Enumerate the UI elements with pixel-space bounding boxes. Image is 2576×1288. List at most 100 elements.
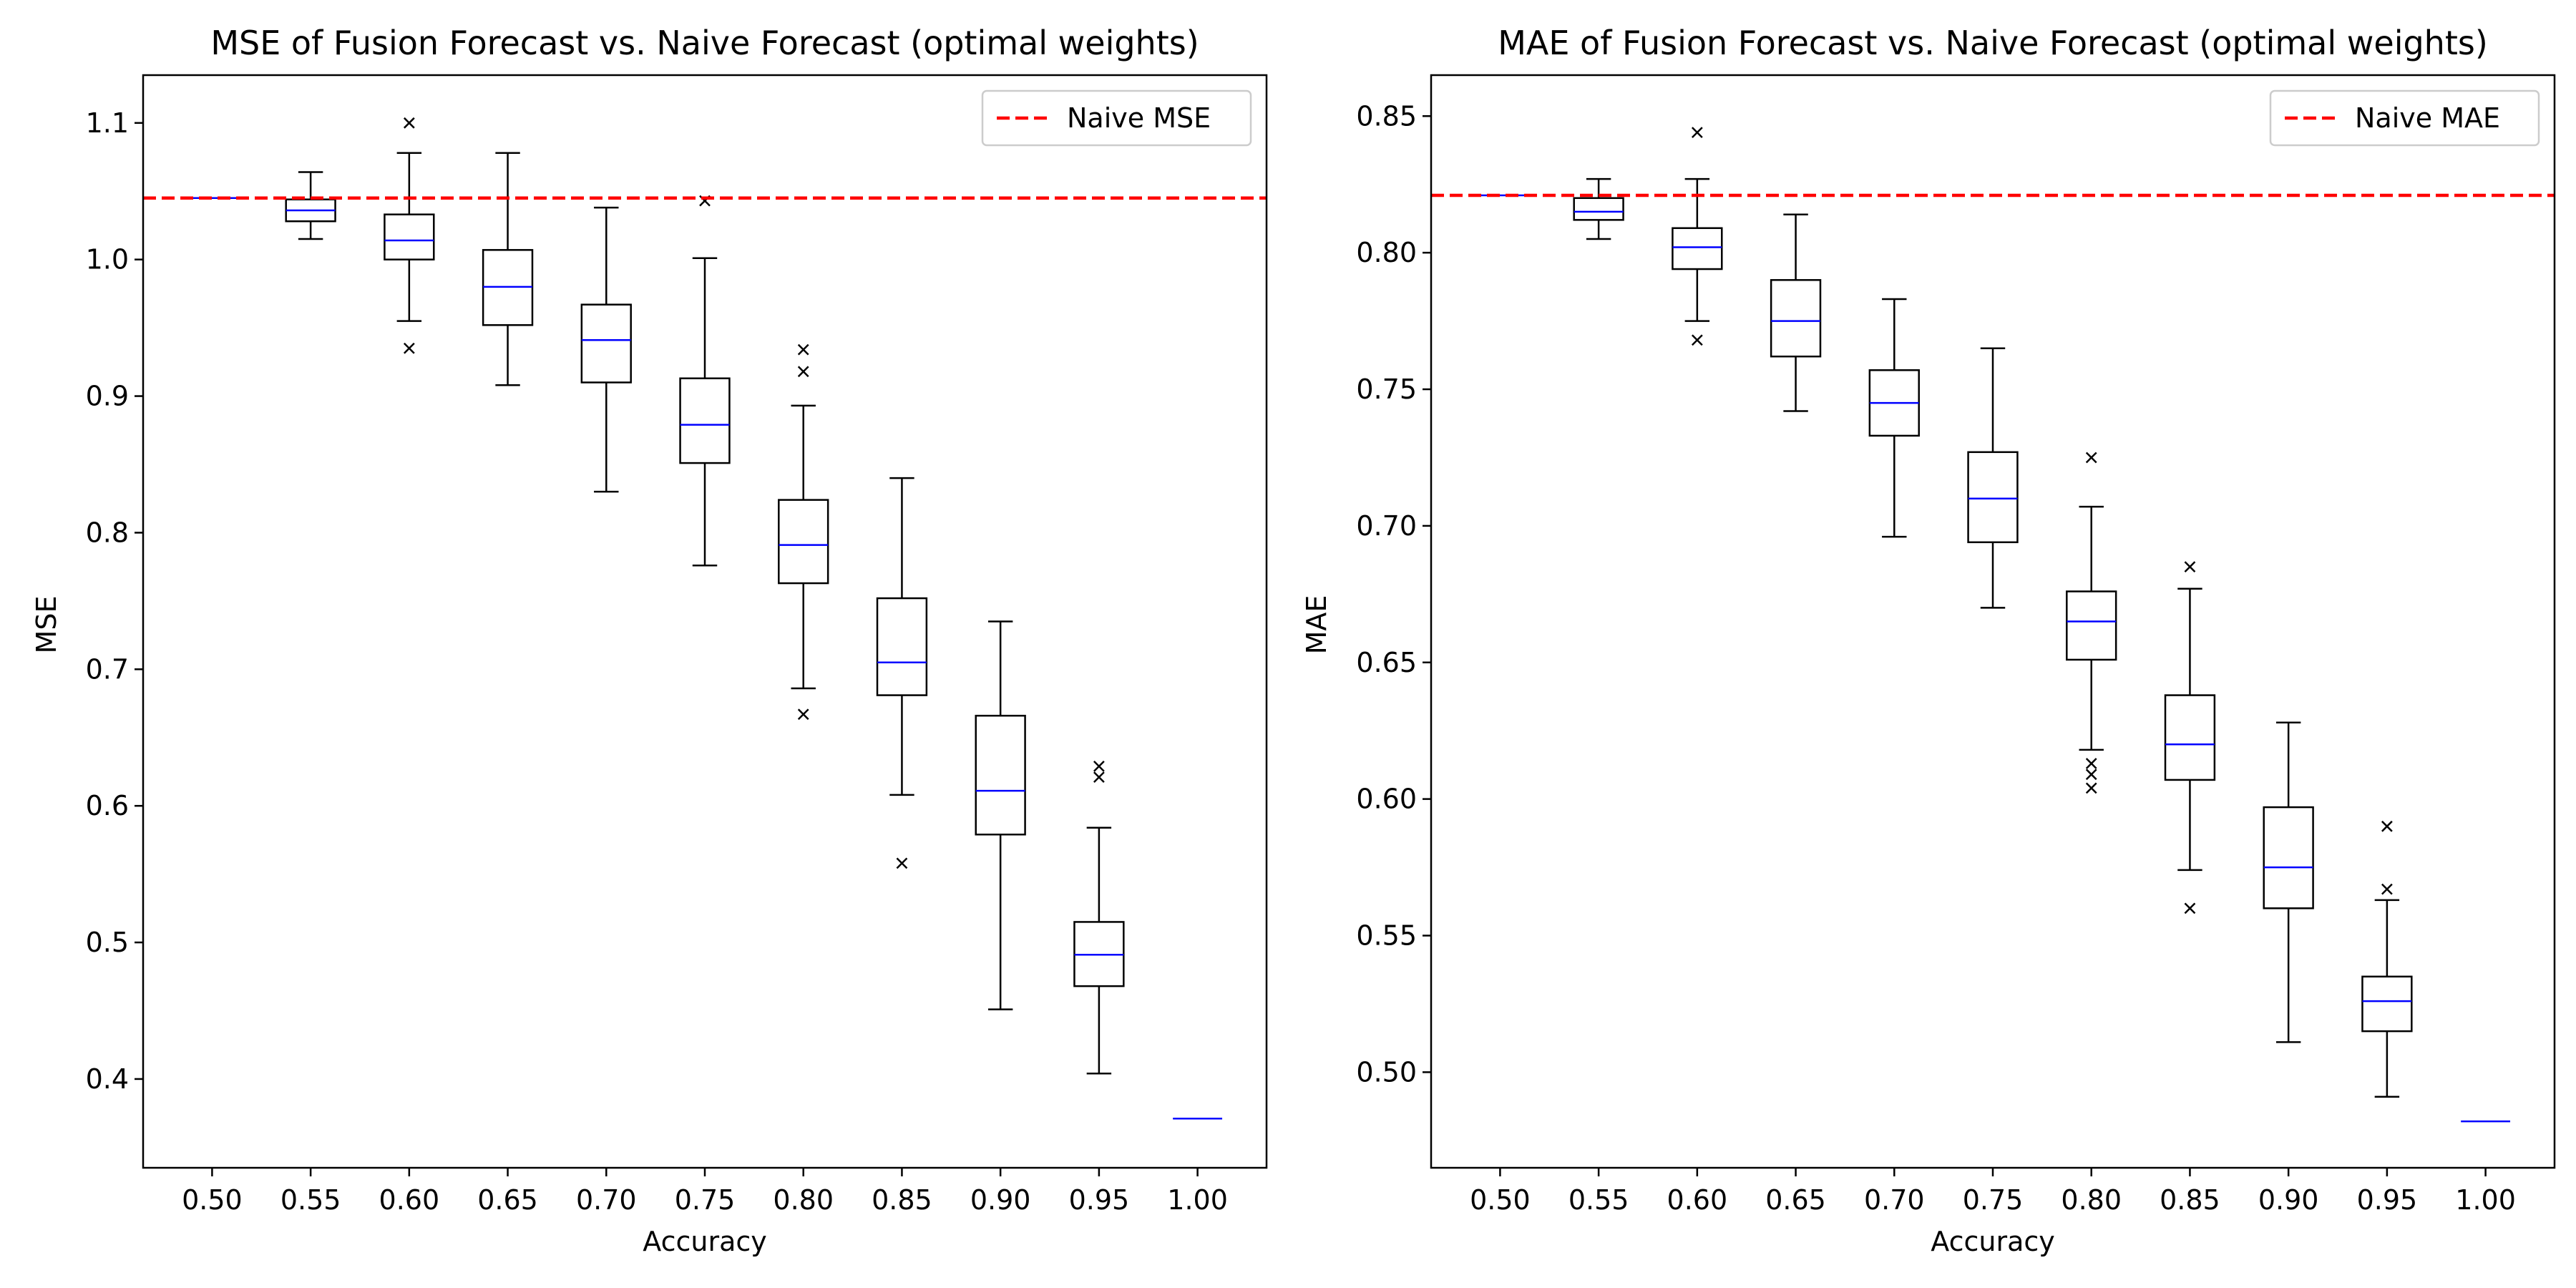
mse-x-tick-label: 0.75 (675, 1184, 736, 1216)
mae-iqr-box (2361, 975, 2413, 1033)
mae-plot-frame (1430, 74, 2556, 1169)
mse-x-tick-label: 0.65 (477, 1184, 538, 1216)
mae-outlier-marker (2381, 820, 2393, 832)
mse-outlier-stroke (1093, 771, 1105, 783)
mae-x-tick-label: 0.90 (2258, 1184, 2319, 1216)
mae-box-0.75 (1967, 347, 2019, 609)
mae-box-0.65 (1770, 213, 1822, 412)
mae-box-0.80 (2066, 452, 2117, 794)
mse-x-tick-label: 0.95 (1069, 1184, 1130, 1216)
mse-box-0.65 (482, 152, 534, 386)
mse-x-tick-label: 0.55 (280, 1184, 341, 1216)
mae-iqr-box (1672, 227, 1723, 270)
mse-iqr-box (384, 213, 435, 260)
mse-chart-marks: 0.4 0.5 0.6 0.7 0.8 0.9 1.0 1.1 0.50 0.55 0.60 0.65… (86, 74, 1268, 1216)
mse-iqr-box (876, 597, 928, 696)
mse-outlier-marker (797, 708, 809, 721)
mae-iqr-box (2263, 806, 2314, 909)
mse-x-tick-label: 0.50 (182, 1184, 243, 1216)
mae-chart-marks: 0.50 0.55 0.60 0.65 0.70 0.75 0.80 0.85 0.50 0.55… (1356, 74, 2556, 1216)
mae-x-tick-label: 0.70 (1864, 1184, 1925, 1216)
mse-outlier-stroke (1093, 760, 1105, 772)
mse-chart-panel: MSE of Fusion Forecast vs. Naive Forecas… (31, 24, 1268, 1257)
mse-box-0.55 (285, 171, 336, 240)
mse-x-tick-label: 1.00 (1167, 1184, 1228, 1216)
mae-legend: Naive MAE (2269, 89, 2540, 147)
mae-outlier-marker (2085, 769, 2097, 781)
mae-chart-panel: MAE of Fusion Forecast vs. Naive Forecas… (1301, 24, 2556, 1257)
mae-x-tick-label: 0.65 (1765, 1184, 1826, 1216)
mae-iqr-box (2066, 590, 2117, 661)
mse-y-tick-label: 0.8 (86, 517, 129, 548)
mae-x-tick-label: 0.95 (2357, 1184, 2418, 1216)
mae-chart-title: MAE of Fusion Forecast vs. Naive Forecas… (1498, 24, 2488, 62)
mse-iqr-box (975, 714, 1026, 836)
mse-outlier-stroke (797, 343, 809, 356)
mae-iqr-box (1967, 451, 2019, 544)
mae-outlier-stroke (2085, 769, 2097, 781)
mse-y-tick-label: 0.4 (86, 1063, 129, 1095)
mae-outlier-marker (2085, 758, 2097, 769)
mae-x-tick-label: 0.80 (2061, 1184, 2122, 1216)
mae-x-tick-label: 1.00 (2455, 1184, 2516, 1216)
mse-box-0.95 (1073, 760, 1125, 1075)
mse-y-tick-label: 0.9 (86, 381, 129, 412)
mse-outlier-marker (1093, 760, 1105, 772)
mse-outlier-stroke (797, 366, 809, 378)
mae-legend-label: Naive MAE (2355, 102, 2500, 134)
mse-outlier-marker (1093, 771, 1105, 783)
mae-y-tick-label: 0.70 (1356, 510, 1417, 542)
mse-x-tick-label: 0.80 (773, 1184, 834, 1216)
mse-chart-title: MSE of Fusion Forecast vs. Naive Forecas… (210, 24, 1199, 62)
mae-outlier-stroke (2085, 758, 2097, 769)
mae-x-axis-label: Accuracy (1931, 1226, 2055, 1257)
mae-y-tick-label: 0.75 (1356, 374, 1417, 405)
mse-legend-label: Naive MSE (1067, 102, 1211, 134)
mse-outlier-marker (896, 857, 908, 869)
mse-x-tick-label: 0.60 (379, 1184, 440, 1216)
mae-outlier-marker (2184, 902, 2196, 914)
mae-outlier-stroke (2184, 561, 2196, 573)
mae-y-tick-label: 0.80 (1356, 237, 1417, 268)
mse-outlier-stroke (896, 857, 908, 869)
mse-y-tick-label: 1.1 (86, 107, 129, 139)
mse-x-tick-label: 0.90 (970, 1184, 1031, 1216)
mse-outlier-marker (797, 343, 809, 356)
mse-x-tick-label: 0.85 (872, 1184, 932, 1216)
mae-outlier-marker (1691, 334, 1703, 346)
mae-outlier-stroke (2381, 883, 2393, 895)
mae-outlier-marker (1691, 127, 1703, 139)
mse-box-0.60 (384, 117, 435, 354)
mse-x-axis-label: Accuracy (643, 1226, 767, 1257)
mse-plot-frame (142, 74, 1268, 1169)
mse-y-tick-label: 0.7 (86, 653, 129, 685)
mse-legend-frame (981, 89, 1252, 147)
mae-y-tick-label: 0.85 (1356, 100, 1417, 132)
mae-x-tick-label: 0.50 (1470, 1184, 1531, 1216)
mae-iqr-box (2164, 694, 2216, 781)
mae-outlier-marker (2085, 452, 2097, 464)
mae-y-tick-label: 0.60 (1356, 784, 1417, 815)
mse-box-0.85 (876, 477, 928, 869)
mae-box-0.90 (2263, 721, 2314, 1043)
mae-x-tick-label: 0.75 (1963, 1184, 2024, 1216)
mae-outlier-stroke (1691, 334, 1703, 346)
mae-outlier-stroke (2085, 782, 2097, 794)
mse-iqr-box (580, 303, 632, 384)
mae-box-0.95 (2361, 820, 2413, 1098)
mse-outlier-stroke (403, 342, 415, 354)
mae-x-tick-label: 0.55 (1568, 1184, 1629, 1216)
mse-y-tick-label: 1.0 (86, 244, 129, 275)
mse-x-tick-label: 0.70 (576, 1184, 637, 1216)
mse-legend: Naive MSE (981, 89, 1252, 147)
mae-y-axis-label: MAE (1301, 595, 1332, 655)
mse-outlier-stroke (797, 708, 809, 721)
mae-y-tick-label: 0.65 (1356, 647, 1417, 678)
mae-x-tick-label: 0.85 (2160, 1184, 2220, 1216)
mae-outlier-marker (2085, 782, 2097, 794)
mse-y-tick-label: 0.5 (86, 927, 129, 958)
mae-y-tick-label: 0.50 (1356, 1056, 1417, 1088)
mae-outlier-stroke (2184, 902, 2196, 914)
mse-outlier-stroke (403, 117, 415, 129)
